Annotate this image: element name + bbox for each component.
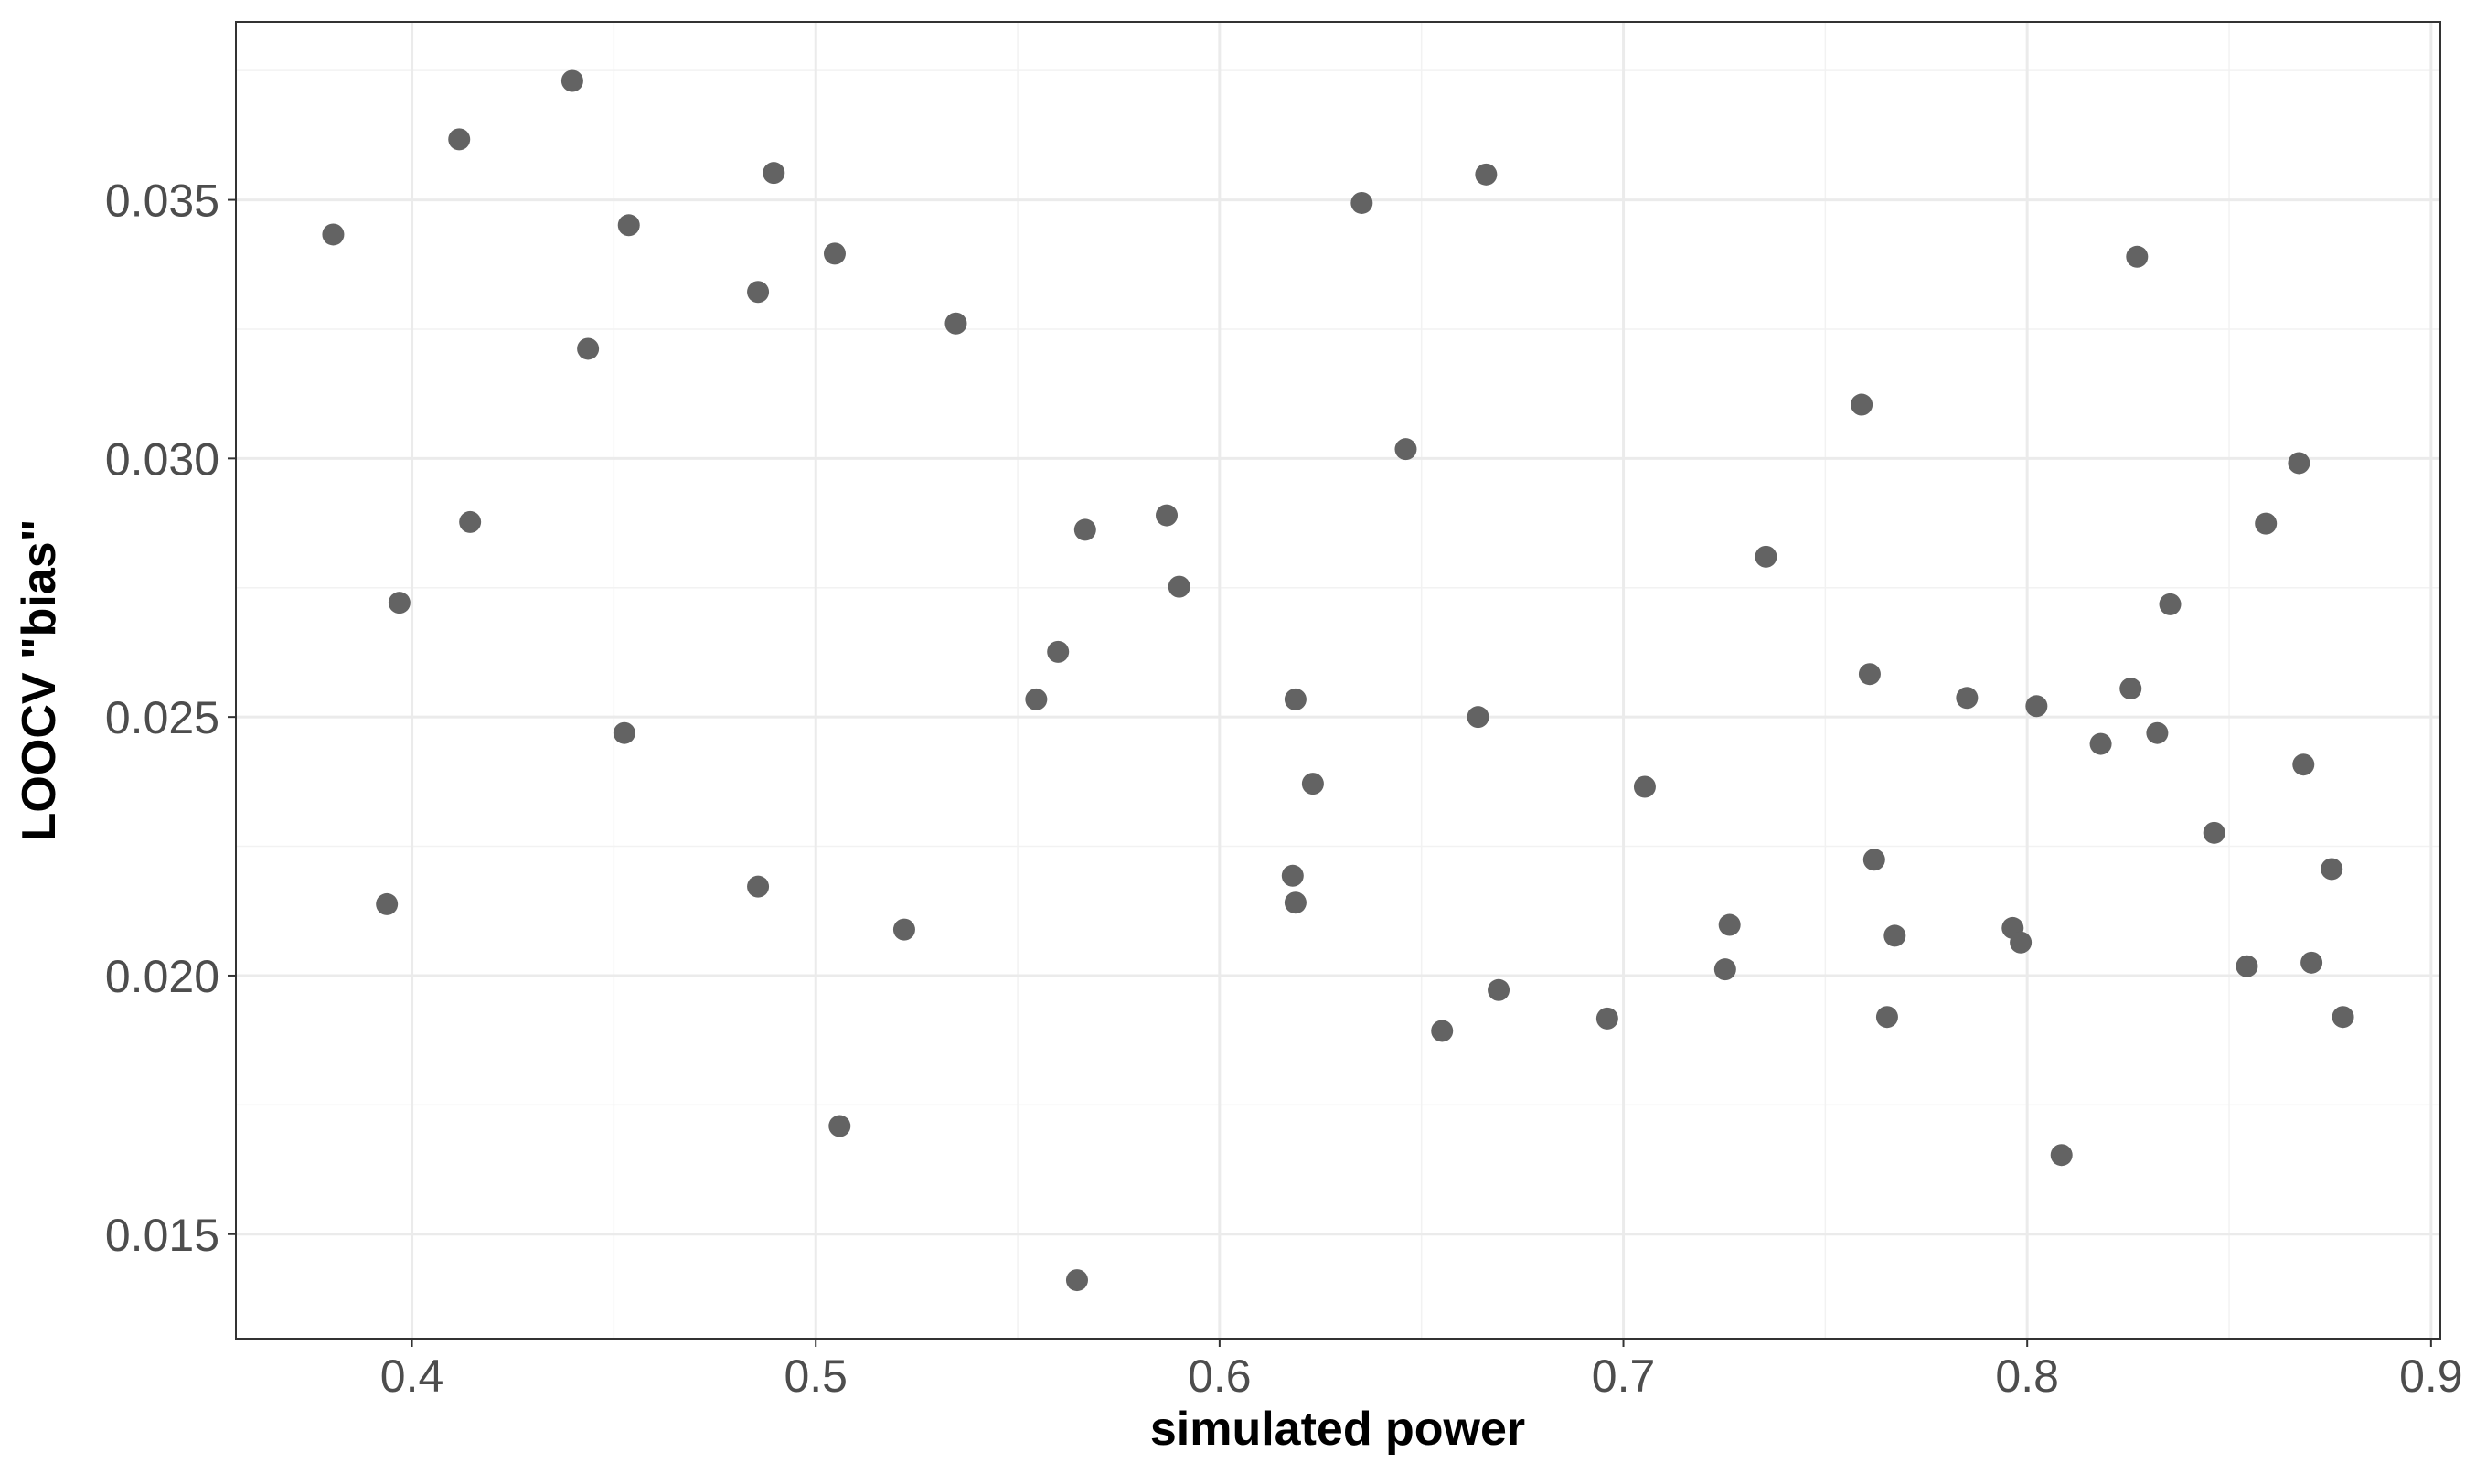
point	[1755, 545, 1777, 568]
y-tick-label: 0.025	[105, 692, 219, 743]
point	[823, 242, 846, 265]
y-tick-label: 0.020	[105, 951, 219, 1002]
panel-border	[235, 21, 2441, 1340]
point	[2332, 1006, 2354, 1029]
x-tick-label: 0.6	[1188, 1351, 1252, 1402]
point	[2089, 732, 2112, 755]
points	[322, 69, 2354, 1292]
point	[828, 1115, 851, 1137]
point	[1875, 1006, 1898, 1029]
point	[448, 128, 471, 151]
point	[1713, 958, 1736, 981]
point	[892, 918, 915, 941]
x-tick-label: 0.9	[2399, 1351, 2463, 1402]
ticks: 0.4 0.5 0.6 0.7 0.8 0.9 0.015 0.020 0.025 0.030 0.…	[105, 176, 2463, 1402]
point	[1284, 688, 1307, 710]
point	[763, 162, 785, 185]
point	[613, 721, 635, 744]
point	[2236, 955, 2258, 977]
point	[1467, 706, 1489, 729]
point	[1431, 1020, 1454, 1042]
point	[1350, 191, 1373, 214]
point	[1718, 913, 1741, 936]
point	[577, 337, 600, 360]
x-axis-title: simulated power	[1150, 1403, 1525, 1456]
point	[459, 510, 482, 533]
point	[1394, 438, 1417, 461]
point	[1851, 393, 1873, 416]
x-tick-label: 0.7	[1592, 1351, 1656, 1402]
point	[1168, 575, 1190, 598]
point	[1301, 773, 1324, 795]
point	[1858, 663, 1881, 686]
point	[2119, 678, 2142, 700]
point	[747, 875, 770, 898]
point	[1883, 924, 1906, 947]
point	[617, 214, 640, 237]
point	[2159, 593, 2182, 615]
y-tick-label: 0.015	[105, 1210, 219, 1261]
point	[2288, 452, 2310, 475]
point	[376, 892, 399, 915]
point	[2010, 931, 2033, 954]
point	[747, 281, 770, 304]
grid	[236, 22, 2440, 1339]
point	[2292, 753, 2315, 776]
point	[944, 312, 967, 335]
y-tick-label: 0.030	[105, 433, 219, 485]
point	[1595, 1007, 1618, 1030]
y-axis-title: LOOCV "bias"	[13, 519, 66, 842]
point	[560, 69, 583, 92]
point	[322, 223, 345, 246]
point	[1633, 775, 1656, 798]
point	[2255, 512, 2278, 535]
point	[1073, 518, 1096, 541]
point	[1025, 688, 1048, 710]
point	[1488, 978, 1510, 1001]
point	[2050, 1144, 2073, 1167]
x-tick-label: 0.8	[1995, 1351, 2059, 1402]
point	[2126, 245, 2149, 268]
point	[2025, 695, 2048, 718]
point	[2321, 858, 2343, 881]
point	[2300, 951, 2323, 974]
point	[1047, 640, 1070, 663]
point	[2203, 821, 2225, 844]
point	[1862, 849, 1885, 871]
point	[388, 592, 411, 614]
x-tick-label: 0.4	[380, 1351, 444, 1402]
point	[1281, 864, 1304, 887]
y-tick-label: 0.035	[105, 176, 219, 227]
x-tick-label: 0.5	[784, 1351, 848, 1402]
point	[1475, 163, 1498, 186]
point	[1156, 504, 1179, 527]
point	[1284, 891, 1307, 914]
point	[1065, 1269, 1088, 1292]
point	[2146, 721, 2169, 744]
point	[1956, 687, 1979, 710]
